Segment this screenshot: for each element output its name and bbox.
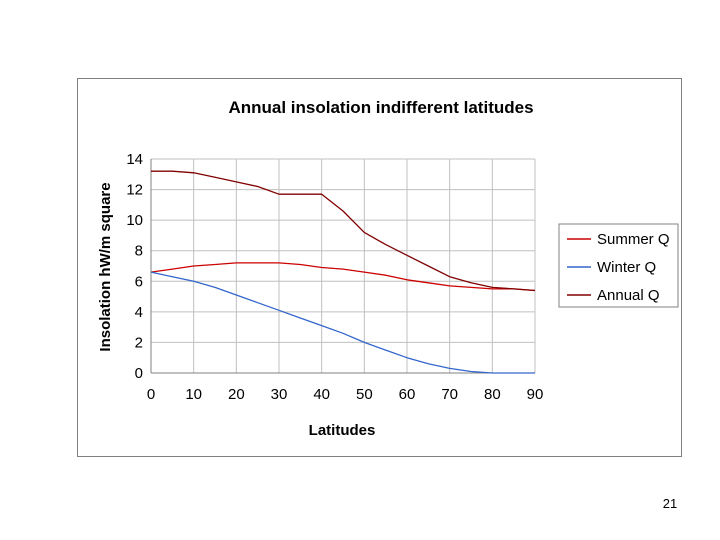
series-line-winter-q bbox=[150, 271, 535, 374]
x-tick-label: 40 bbox=[313, 386, 330, 403]
y-tick-label: 14 bbox=[126, 151, 143, 168]
x-tick-label: 80 bbox=[484, 386, 501, 403]
y-tick-label: 2 bbox=[135, 334, 143, 351]
x-tick-label: 10 bbox=[185, 386, 202, 403]
line-chart: Annual insolation indifferent latitudes … bbox=[97, 98, 679, 439]
series-line-annual-q bbox=[151, 170, 536, 292]
legend-label: Winter Q bbox=[597, 259, 656, 276]
y-tick-label: 0 bbox=[135, 365, 143, 382]
legend-box bbox=[558, 223, 679, 308]
series-line-summer-q bbox=[150, 262, 536, 292]
legend-label: Annual Q bbox=[597, 287, 660, 304]
x-tick-label: 90 bbox=[527, 386, 544, 403]
x-tick-label: 30 bbox=[271, 386, 288, 403]
y-axis-title: Insolation hW/m square bbox=[97, 182, 114, 351]
slide-number: 21 bbox=[662, 496, 678, 511]
y-tick-label: 6 bbox=[135, 273, 143, 290]
x-tick-label: 0 bbox=[147, 386, 155, 403]
x-tick-label: 50 bbox=[356, 386, 373, 403]
chart-title: Annual insolation indifferent latitudes bbox=[228, 98, 533, 117]
x-tick-label: 60 bbox=[399, 386, 416, 403]
y-tick-label: 4 bbox=[135, 304, 143, 321]
y-tick-label: 8 bbox=[135, 243, 143, 260]
y-tick-label: 10 bbox=[126, 212, 143, 229]
y-tick-label: 12 bbox=[126, 182, 143, 199]
x-tick-label: 20 bbox=[228, 386, 245, 403]
legend-label: Summer Q bbox=[597, 231, 670, 248]
x-tick-label: 70 bbox=[441, 386, 458, 403]
chart-frame: Annual insolation indifferent latitudes … bbox=[77, 78, 682, 457]
legend: Summer Q Winter Q Annual Q bbox=[558, 223, 679, 308]
x-axis-title: Latitudes bbox=[309, 422, 376, 439]
